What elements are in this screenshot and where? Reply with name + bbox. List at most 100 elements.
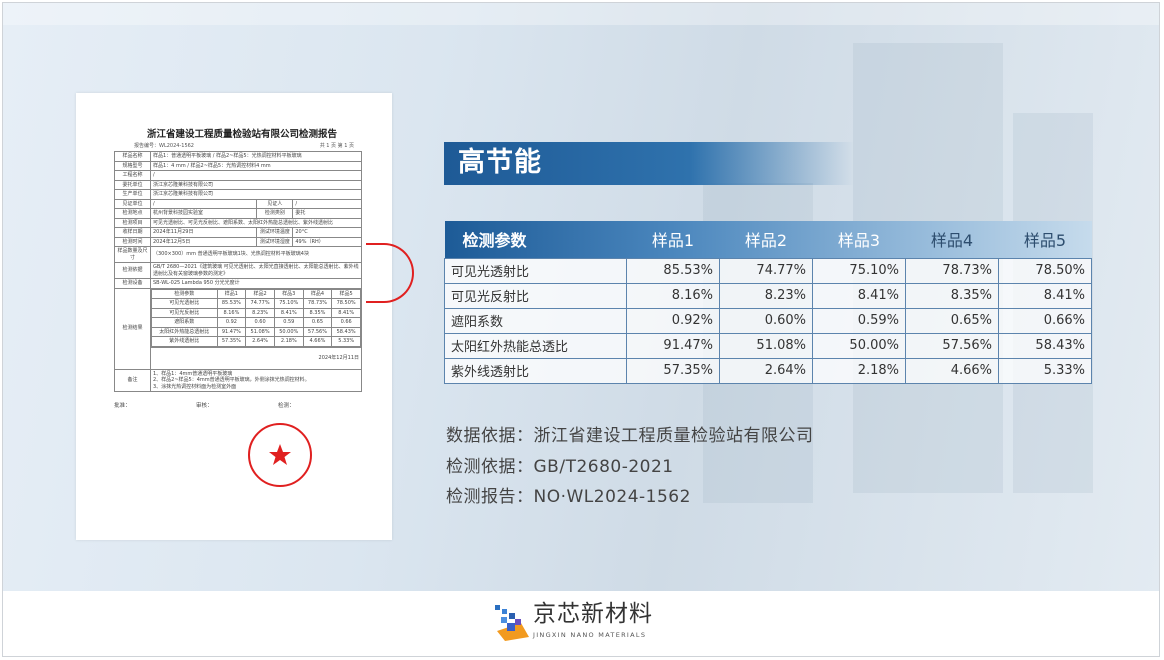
- doc-row: 生产单位 浙江京芯隆莱科技有限公司: [114, 189, 362, 200]
- header-sample-1: 样品1: [651, 231, 695, 251]
- parameter-name: 可见光反射比: [444, 282, 627, 309]
- sample-value: 0.60%: [719, 307, 813, 334]
- doc-cell: /: [150, 170, 362, 181]
- doc-note: 2、样品2~样品5：4mm普通透明平板玻璃，外侧涂抹光热调控材料。: [153, 377, 310, 383]
- doc-row: 检测时间 2024年12月5日 测试环境湿度 49%（RH）: [114, 236, 362, 247]
- sample-value: 75.10%: [812, 257, 906, 284]
- doc-result-cell: 5.33%: [331, 336, 361, 347]
- table-header-row: 检测参数 样品1 样品2 样品3 样品4 样品5: [444, 221, 1092, 258]
- doc-result-cell: 75.10%: [273, 298, 304, 309]
- doc-cell: 杭州背景科技园实验室: [149, 208, 258, 219]
- table-row: 遮阳系数 0.92% 0.60% 0.59% 0.65% 0.66%: [444, 307, 1092, 334]
- doc-cell: 检测结果: [114, 287, 151, 370]
- doc-cell: 见证单位: [114, 198, 151, 209]
- doc-result-cell: 58.43%: [331, 326, 361, 337]
- sample-value: 2.18%: [812, 357, 906, 384]
- doc-result-cell: 0.59: [273, 317, 304, 328]
- logo-icon: [495, 605, 529, 641]
- report-title: 浙江省建设工程质量检验站有限公司检测报告: [146, 129, 337, 140]
- sample-value: 8.41%: [998, 282, 1092, 309]
- review-label: 审核：: [196, 403, 213, 409]
- doc-result-cell: 太阳红外热能总透射比: [151, 326, 218, 337]
- doc-result-cell: 8.41%: [273, 307, 304, 318]
- doc-result-cell: 可见光反射比: [151, 307, 218, 318]
- header-sample-2: 样品2: [744, 231, 788, 251]
- table-row: 可见光反射比 8.16% 8.23% 8.41% 8.35% 8.41%: [444, 282, 1092, 309]
- sample-value: 78.73%: [905, 257, 999, 284]
- doc-cell: 样品数量及尺寸: [114, 246, 151, 263]
- doc-result-cell: 检测参数: [151, 288, 218, 299]
- doc-note: 3、涂抹光热调控材料面为检测室外面: [153, 383, 237, 390]
- sample-value: 0.66%: [998, 307, 1092, 334]
- approve-label: 批准：: [114, 403, 131, 409]
- doc-result-cell: 78.50%: [331, 298, 361, 309]
- footer: 京芯新材料 JINGXIN NANO MATERIALS: [3, 591, 1159, 656]
- doc-cell: 检测设备: [114, 278, 151, 289]
- section-title: 高节能: [458, 147, 542, 178]
- doc-row: 检测结果 检测参数 样品1 样品2 样品3 样品4 样品5 可见光透射比 85.53% 74.77…: [114, 287, 362, 370]
- doc-cell: 49%（RH）: [292, 236, 362, 247]
- sample-value: 0.59%: [812, 307, 906, 334]
- table-row: 可见光透射比 85.53% 74.77% 75.10% 78.73% 78.50%: [444, 257, 1092, 284]
- sample-value: 4.66%: [905, 357, 999, 384]
- doc-result-cell: 85.53%: [216, 298, 247, 309]
- sample-value: 74.77%: [719, 257, 813, 284]
- report-number: 报告编号：WL2024-1562: [134, 143, 194, 149]
- doc-issue-date: 2024年12月11日: [150, 346, 362, 370]
- doc-cell: /: [149, 198, 258, 209]
- doc-result-cell: 样品5: [331, 288, 361, 299]
- doc-label: 委托单位: [114, 179, 151, 190]
- doc-result-cell: 紫外线透射比: [151, 336, 218, 347]
- doc-result-cell: 2.64%: [245, 336, 275, 347]
- doc-label: 生产单位: [114, 189, 151, 200]
- sample-value: 8.41%: [812, 282, 906, 309]
- doc-result-cell: 0.66: [331, 317, 361, 328]
- doc-result-cell: 4.66%: [302, 336, 333, 347]
- doc-row: 备注 1、样品1：4mm普通透明平板玻璃 2、样品2~样品5：4mm普通透明平板玻璃…: [114, 368, 362, 392]
- table-row: 紫外线透射比 57.35% 2.64% 2.18% 4.66% 5.33%: [444, 357, 1092, 384]
- brand-logo: 京芯新材料 JINGXIN NANO MATERIALS: [491, 601, 681, 645]
- doc-row: 收样日期 2024年11月29日 测试环境温度 20°C: [114, 227, 362, 238]
- doc-label: 样品名称: [114, 151, 151, 162]
- doc-cell: 浙江京芯隆莱科技有限公司: [150, 189, 362, 200]
- sample-value: 78.50%: [998, 257, 1092, 284]
- doc-row: 见证单位 / 见证人 /: [114, 198, 362, 209]
- doc-row: 样品数量及尺寸 （300×300）mm 普通透明平板玻璃1块、光热调控材料平板玻璃…: [114, 246, 362, 263]
- doc-result-cell: 0.65: [302, 317, 333, 328]
- star-icon: [269, 444, 291, 465]
- results-table: 检测参数 样品1 样品2 样品3 样品4 样品5 可见光透射比 85.53% 74.77% 75…: [444, 221, 1092, 384]
- logo-text-en: JINGXIN NANO MATERIALS: [533, 631, 647, 639]
- signatures: 批准： 审核： 检测：: [114, 402, 362, 410]
- sample-value: 5.33%: [998, 357, 1092, 384]
- report-table: 样品名称 样品1：普通透明平板玻璃 / 样品2~样品5：光热调控材料平板玻璃 规格型…: [114, 151, 362, 392]
- doc-row: 检测地点 杭州背景科技园实验室 检测类别 委托: [114, 208, 362, 219]
- doc-cell: 备注: [114, 368, 151, 392]
- header-parameter: 检测参数: [462, 231, 527, 251]
- doc-result-cell: 57.56%: [302, 326, 333, 337]
- doc-cell: 测试环境湿度: [256, 236, 294, 247]
- parameter-name: 可见光透射比: [444, 257, 627, 284]
- doc-cell: 样品1：4 mm / 样品2~样品5：光热调控材料4 mm: [150, 160, 362, 171]
- sample-value: 50.00%: [812, 332, 906, 359]
- header-sample-3: 样品3: [837, 231, 881, 251]
- sample-value: 2.64%: [719, 357, 813, 384]
- doc-result-cell: 样品3: [273, 288, 304, 299]
- doc-note: 1、样品1：4mm普通透明平板玻璃: [153, 370, 233, 377]
- doc-cell: 检测类别: [256, 208, 294, 219]
- doc-results-table: 检测参数 样品1 样品2 样品3 样品4 样品5 可见光透射比 85.53% 74.77% 75.…: [151, 288, 361, 347]
- doc-cell: （300×300）mm 普通透明平板玻璃1块、光热调控材料平板玻璃4块: [150, 246, 362, 263]
- doc-result-cell: 样品4: [302, 288, 333, 299]
- doc-cell: 收样日期: [114, 227, 151, 238]
- data-source: 数据依据：浙江省建设工程质量检验站有限公司: [446, 426, 814, 446]
- doc-cell: SB-WL-025 Lambda 950 分光光度计: [150, 278, 362, 289]
- doc-result-cell: 0.92: [216, 317, 247, 328]
- doc-result-cell: 8.35%: [302, 307, 333, 318]
- sample-value: 8.35%: [905, 282, 999, 309]
- doc-result-cell: 51.08%: [245, 326, 275, 337]
- parameter-name: 太阳红外热能总透比: [444, 332, 627, 359]
- doc-cell: 委托: [292, 208, 362, 219]
- doc-result-cell: 遮阳系数: [151, 317, 218, 328]
- doc-cell: 检测依据: [114, 262, 151, 279]
- doc-cell: 样品1：普通透明平板玻璃 / 样品2~样品5：光热调控材料平板玻璃: [150, 151, 362, 162]
